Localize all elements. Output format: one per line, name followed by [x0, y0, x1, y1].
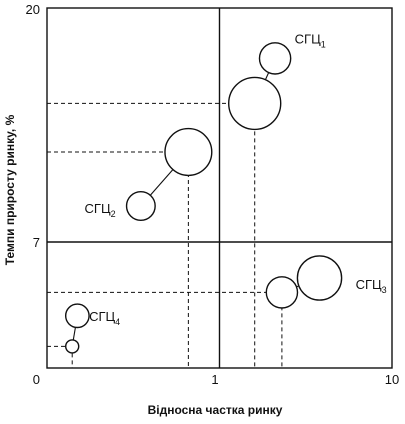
- y-tick-label-top: 20: [26, 2, 40, 17]
- bubble-label: СГЦ3: [356, 277, 387, 295]
- x-axis-label: Відносна частка ринку: [148, 403, 283, 417]
- bubble-target: [125, 190, 156, 221]
- bubble-current: [265, 276, 299, 309]
- bubble-label: СГЦ4: [89, 309, 120, 327]
- y-axis-label: Темпи приросту ринку, %: [3, 114, 17, 265]
- x-tick-label-10: 10: [385, 372, 399, 387]
- y-tick-label-bottom: 0: [33, 372, 40, 387]
- bubble-target: [296, 255, 343, 301]
- bubbles: [64, 42, 343, 354]
- guide-lines: [47, 102, 283, 368]
- bubble-target: [64, 303, 90, 329]
- bubble-labels: СГЦ1 СГЦ2 СГЦ3 СГЦ4: [85, 31, 387, 326]
- bubble-label: СГЦ2: [85, 201, 116, 219]
- y-tick-label-middle: 7: [33, 235, 40, 250]
- bubble-target: [258, 42, 292, 75]
- bubble-label: СГЦ1: [295, 31, 326, 49]
- bubble-current: [228, 76, 282, 131]
- bubble-current: [164, 127, 213, 177]
- bubble-current: [65, 339, 80, 354]
- x-tick-label-1: 1: [211, 372, 218, 387]
